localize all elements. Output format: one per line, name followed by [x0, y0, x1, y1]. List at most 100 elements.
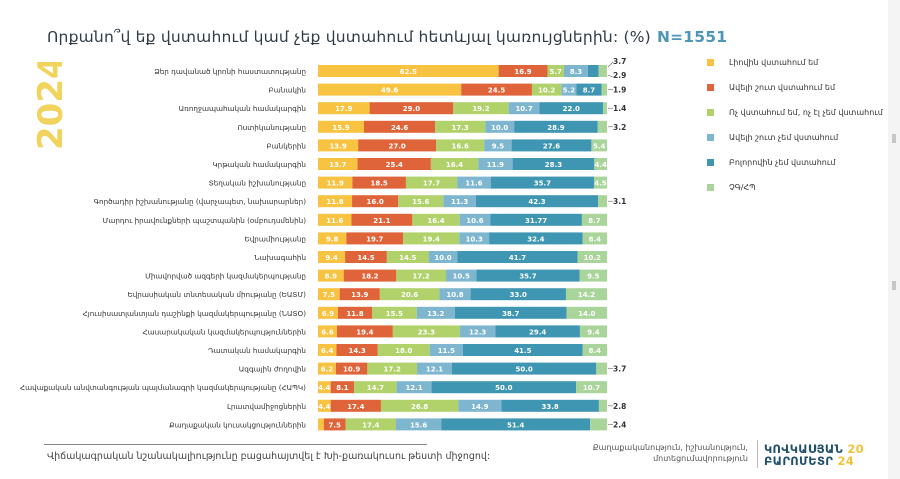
bar-segment — [405, 176, 458, 189]
value-label: 12.1 — [426, 366, 443, 374]
value-label: 10.0 — [491, 124, 508, 132]
value-label: 27.6 — [543, 142, 560, 150]
value-label: 19.7 — [366, 235, 383, 243]
brand-logo: ԿՈՎԿԱՍՅԱՆ 20 ԲԱՐՈՄԵՏՐ 24 — [764, 443, 864, 467]
bar-segment — [416, 306, 455, 319]
value-label: 33.0 — [510, 291, 527, 299]
bar-segment — [336, 344, 378, 356]
value-label: 9.4 — [587, 328, 600, 336]
bar-segment — [459, 325, 496, 338]
value-label: 12.3 — [469, 328, 486, 336]
footer-org-line2: մոտեցումավորություն — [653, 454, 748, 463]
value-label: 35.7 — [519, 273, 536, 281]
bar-segment — [591, 139, 607, 152]
outside-value-label: 1.9 — [613, 86, 626, 95]
bar-segment — [395, 418, 442, 431]
bar-segment — [318, 232, 347, 245]
value-label: 14.5 — [399, 254, 416, 262]
category-label: Եվրասիական տնտեսական միությանը (ԵԱՏՄ) — [127, 290, 306, 299]
category-label: Ձեր դավանած կրոնի հաստատությանը — [154, 67, 306, 76]
bar-segment — [318, 120, 364, 133]
legend-swatch — [707, 59, 714, 66]
value-label: 10.3 — [466, 235, 483, 243]
value-label: 38.7 — [502, 310, 519, 318]
value-label: 14.9 — [471, 403, 488, 411]
value-label: 31.77 — [525, 217, 547, 225]
value-label: 29.4 — [529, 328, 546, 336]
value-label: 10.2 — [584, 254, 601, 262]
category-label: Ոստիկանությանը — [237, 123, 306, 132]
bar-segment — [459, 213, 491, 226]
category-label: Բանակին — [269, 86, 307, 95]
value-label: 8.3 — [570, 68, 583, 76]
value-label: 20.6 — [401, 291, 418, 299]
bar-segment — [598, 195, 607, 208]
value-label: 15.9 — [332, 124, 349, 132]
value-label: 8.4 — [589, 235, 602, 243]
value-label: 16.9 — [514, 68, 531, 76]
legend-swatch — [707, 109, 714, 116]
value-label: 10.8 — [446, 291, 463, 299]
bar-segment — [323, 418, 346, 431]
value-label: 8.7 — [588, 217, 601, 225]
bar-segment — [339, 288, 380, 301]
bar-segment — [539, 102, 603, 115]
value-label: 51.4 — [507, 421, 524, 429]
bar-segment — [336, 325, 393, 338]
value-label: 27.0 — [389, 142, 406, 150]
value-label: 17.4 — [347, 403, 364, 411]
value-label: 22.0 — [563, 105, 580, 113]
outside-value-label: 2.9 — [613, 71, 626, 80]
value-label: 6.2 — [321, 366, 334, 374]
value-label: 15.6 — [412, 198, 429, 206]
category-label: Հասարակական կազմակերպություններին — [142, 327, 306, 336]
value-label: 21.1 — [373, 217, 390, 225]
bar-segment — [579, 325, 607, 338]
value-label: 15.5 — [386, 310, 403, 318]
legend-label: Ավելի շուտ չեմ վստահում — [729, 133, 839, 142]
value-label: 23.3 — [418, 328, 435, 336]
value-label: 62.5 — [400, 68, 417, 76]
bar-segment — [594, 158, 607, 170]
bar-segment — [461, 83, 532, 96]
bar-segment — [318, 381, 331, 394]
category-label: Տեղական իշխանությանը — [209, 179, 306, 188]
bar-segment — [489, 232, 583, 245]
bar-segment — [443, 195, 476, 208]
bar-segment — [435, 120, 486, 133]
bar-segment — [379, 288, 440, 301]
bar-segment — [547, 65, 564, 77]
scroll-thumb[interactable] — [892, 134, 896, 143]
value-label: 41.5 — [514, 347, 531, 355]
value-label: 32.4 — [527, 235, 544, 243]
scrollbar[interactable] — [888, 0, 900, 479]
value-label: 19.4 — [423, 235, 440, 243]
bar-segment — [398, 195, 444, 208]
bar-segment — [566, 306, 607, 319]
brand-line2: ԲԱՐՈՄԵՏՐ — [764, 454, 834, 468]
bar-segment — [470, 288, 566, 301]
bar-segment — [457, 176, 491, 189]
leader-line — [607, 61, 614, 68]
value-label: 18.5 — [371, 180, 388, 188]
value-label: 10.7 — [583, 384, 600, 392]
value-label: 11.6 — [465, 180, 482, 188]
bar-segment — [369, 102, 454, 115]
bar-segment — [577, 251, 607, 263]
value-label: 17.2 — [384, 366, 401, 374]
bar-segment — [587, 65, 599, 77]
legend-swatch — [707, 84, 714, 91]
value-label: 41.7 — [509, 254, 526, 262]
value-label: 4.4 — [594, 161, 607, 169]
value-label: 16.4 — [427, 217, 444, 225]
value-label: 17.9 — [335, 105, 352, 113]
bar-segment — [490, 213, 582, 226]
value-label: 24.5 — [488, 87, 505, 95]
value-label: 16.0 — [367, 198, 384, 206]
bar-segment — [563, 65, 588, 77]
category-label: Հավաքական անվտանգության պայմանագրի կազմա… — [20, 383, 306, 392]
value-label: 11.9 — [327, 180, 344, 188]
chart-title: Որքանո՞վ եք վստահում կամ չեք վստահում հե… — [47, 28, 727, 46]
bar-segment — [318, 176, 353, 189]
outside-value-label: 3.7 — [613, 57, 626, 66]
